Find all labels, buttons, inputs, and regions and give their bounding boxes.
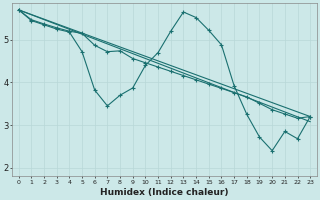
X-axis label: Humidex (Indice chaleur): Humidex (Indice chaleur): [100, 188, 229, 197]
